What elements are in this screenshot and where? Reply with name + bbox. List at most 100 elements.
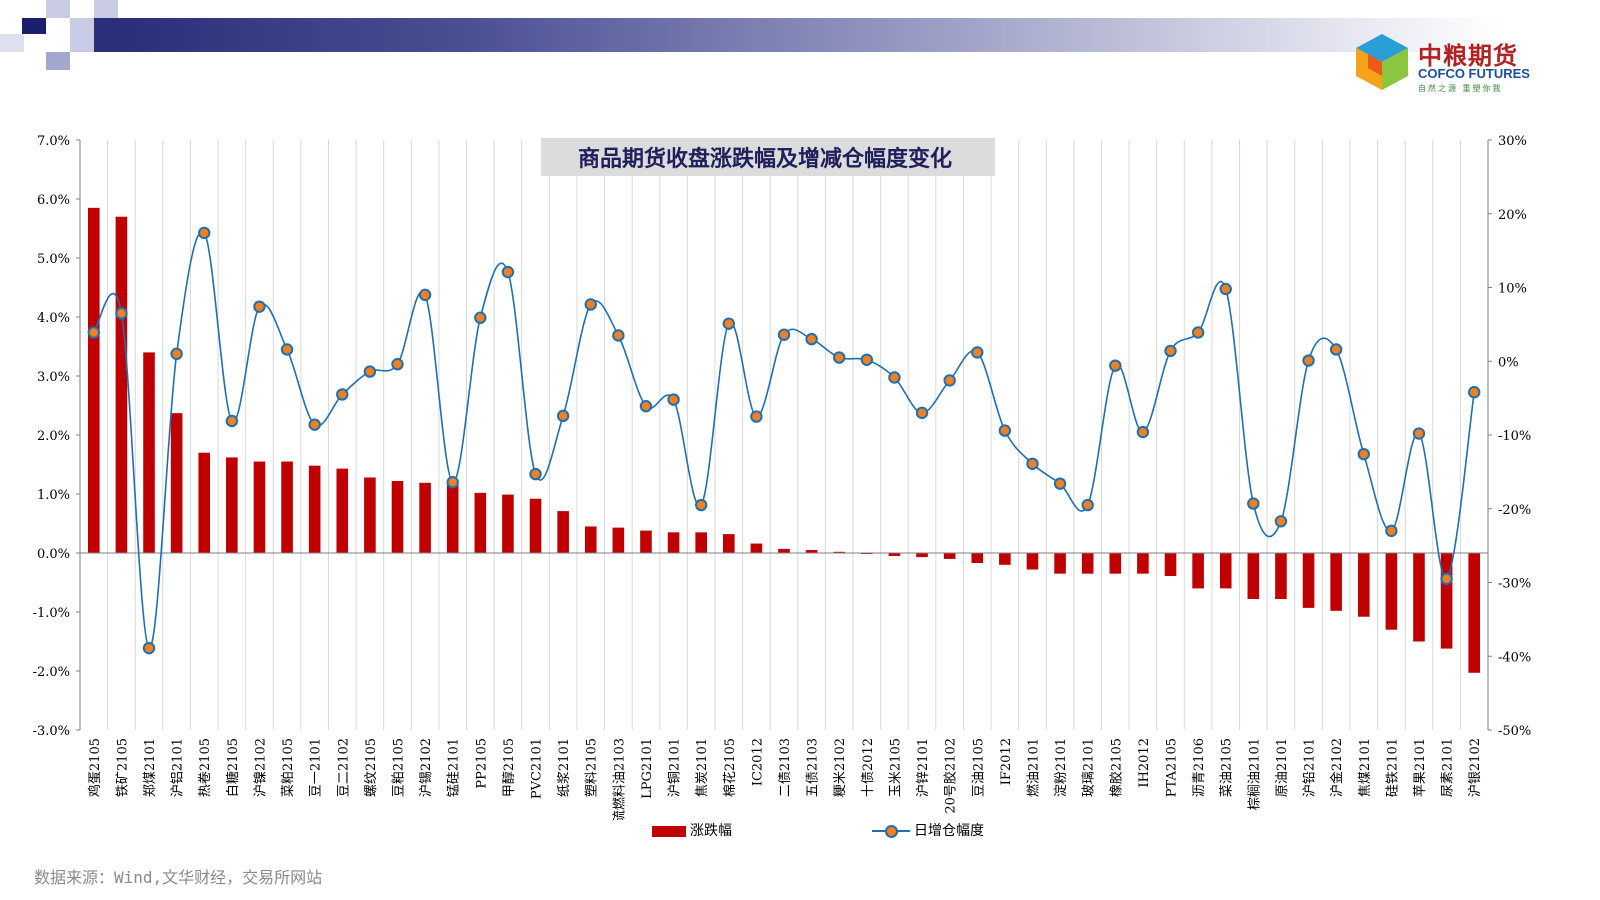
x-tick-label: 焦炭2101	[695, 738, 710, 797]
bar	[888, 553, 901, 556]
y2-tick-label: 30%	[1498, 134, 1527, 149]
bar	[446, 483, 459, 553]
line-point	[1440, 572, 1453, 586]
line-point	[1247, 497, 1260, 510]
bar	[1081, 553, 1094, 574]
bar	[529, 498, 542, 553]
x-tick-label: 豆二2102	[336, 738, 351, 797]
line-point	[1274, 515, 1288, 528]
x-tick-label: 原油2101	[1275, 738, 1290, 797]
x-tick-label: 棉花2105	[722, 738, 738, 797]
bar	[1357, 553, 1370, 617]
x-tick-label: 鸡蛋2105	[87, 738, 103, 797]
line-point	[280, 343, 294, 356]
x-tick-label: 淀粉2101	[1054, 738, 1069, 797]
line-point	[1191, 326, 1205, 339]
x-tick-label: 硅铁2101	[1385, 738, 1400, 797]
logo-name-en: COFCO FUTURES	[1418, 66, 1530, 81]
line-point	[971, 346, 984, 359]
bar	[1054, 553, 1066, 574]
x-tick-label: 棕榈油2101	[1247, 738, 1262, 810]
y-tick-label: 2.0%	[37, 429, 70, 444]
line-point	[142, 641, 156, 655]
x-tick-label: 20号胶2102	[943, 738, 959, 814]
x-tick-label: 沪锡2102	[418, 738, 434, 797]
x-tick-label: 郑煤2101	[143, 738, 158, 797]
x-tick-label: 铁矿2105	[115, 738, 130, 797]
line-point	[750, 410, 763, 423]
x-tick-label: 苹果2101	[1413, 738, 1428, 797]
bar	[391, 481, 404, 553]
line-point	[225, 414, 239, 428]
bar	[198, 452, 211, 553]
x-tick-label: 豆粕2105	[391, 738, 406, 797]
x-tick-label: 沥青2106	[1192, 738, 1207, 797]
y2-tick-label: -50%	[1498, 724, 1531, 739]
header-square-navy	[22, 18, 46, 34]
header-square-light	[70, 18, 94, 52]
x-tick-label: 菜粕2105	[281, 738, 296, 797]
header-square-mid	[46, 52, 70, 70]
bar	[1247, 553, 1260, 600]
line-point	[1053, 477, 1067, 490]
line-point	[391, 358, 404, 371]
bar	[226, 457, 238, 553]
x-tick-label: 燃油2101	[1025, 738, 1041, 797]
x-tick-label: 玻璃2101	[1082, 738, 1097, 797]
y2-tick-label: -30%	[1498, 577, 1531, 592]
line-point	[501, 265, 515, 279]
y-tick-label: -3.0%	[33, 724, 70, 739]
y2-tick-label: 10%	[1498, 282, 1527, 297]
line-point	[915, 406, 929, 420]
line-point	[363, 365, 377, 378]
line-point	[1302, 354, 1315, 367]
line-point	[115, 307, 128, 320]
y-tick-label: 3.0%	[37, 370, 70, 385]
x-tick-label: PTA2105	[1165, 738, 1180, 797]
bar	[1109, 553, 1122, 574]
x-tick-label: IF2012	[999, 738, 1014, 785]
bar	[999, 553, 1011, 565]
bar	[1302, 553, 1315, 608]
bar	[1219, 553, 1232, 589]
bar	[336, 468, 349, 553]
y2-tick-label: -20%	[1498, 503, 1531, 518]
line-point	[1412, 427, 1426, 440]
line-point	[639, 400, 653, 413]
x-tick-label: 沪铝2101	[170, 738, 186, 797]
legend-bar-item: 涨跌幅	[652, 820, 732, 840]
bar	[1385, 553, 1398, 630]
x-tick-label: 十债2012	[861, 738, 876, 797]
x-tick-label: IH2012	[1137, 738, 1152, 788]
x-tick-label: 沪铜2101	[667, 738, 683, 797]
x-tick-label: 低硫燃料油2103	[611, 738, 627, 820]
line-point	[529, 467, 542, 481]
bar	[778, 548, 790, 553]
bar	[612, 527, 625, 553]
line-point	[87, 326, 101, 339]
bar	[943, 553, 956, 559]
legend-bar-label: 涨跌幅	[690, 823, 732, 839]
line-point	[1385, 524, 1398, 538]
line-point	[1329, 343, 1343, 356]
x-tick-label: 锰硅2101	[447, 738, 462, 797]
bar	[1413, 553, 1425, 642]
logo-slogan: 自然之源 重塑你我	[1418, 84, 1503, 93]
header-banner	[0, 0, 1600, 90]
x-tick-label: 粳米2102	[833, 738, 848, 797]
line-point	[556, 409, 570, 423]
bar	[1275, 553, 1287, 600]
line-point	[694, 498, 708, 512]
line-point	[336, 388, 349, 401]
line-point	[170, 347, 183, 361]
line-point	[805, 332, 818, 346]
y2-tick-label: -40%	[1498, 650, 1531, 665]
bar	[1026, 553, 1039, 570]
bar	[640, 530, 652, 553]
y-tick-label: 7.0%	[37, 134, 70, 149]
y-tick-label: -2.0%	[33, 665, 70, 680]
x-tick-label: PVC2101	[530, 738, 545, 799]
y-tick-label: -1.0%	[33, 606, 70, 621]
line-point	[418, 288, 432, 302]
bar	[474, 492, 487, 553]
